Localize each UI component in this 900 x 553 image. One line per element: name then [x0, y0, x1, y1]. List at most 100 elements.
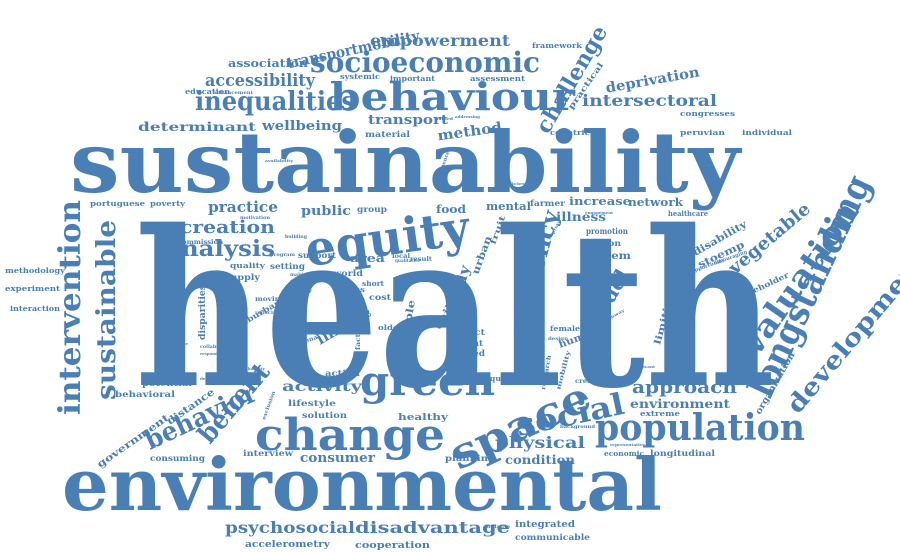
word-important: important [390, 74, 436, 83]
word-mixed: mixed [455, 348, 485, 358]
word-research: qualitative [395, 258, 420, 264]
word-disadvantage: disadvantage [355, 518, 510, 537]
word-moving: moving [255, 296, 286, 303]
word-practical: healthcare [668, 209, 709, 218]
word-quality: quality [230, 261, 266, 270]
word-behavioral: behavioral [115, 389, 175, 399]
word-intersectoral: intersectoral [582, 91, 717, 110]
word-empowerment: empowerment [370, 31, 511, 50]
word-population: population [595, 407, 805, 449]
word-network: network [628, 196, 683, 209]
word-representative: representative [610, 442, 645, 447]
word-planning: planning [445, 453, 495, 463]
word-person: person [586, 238, 621, 248]
word-respondent: respondent [200, 351, 225, 356]
word-inner: inner [455, 304, 471, 309]
word-consequence: consequence [160, 341, 188, 346]
word-system: system [586, 251, 631, 262]
word-fruit: short [362, 279, 385, 288]
word-condition: condition [505, 453, 575, 467]
word-ghent: ghent [455, 338, 483, 348]
word-consumption: consumption [676, 330, 686, 360]
word-economic: economic [604, 449, 644, 458]
word-transport: transport [368, 113, 448, 128]
word-chain: chain [345, 307, 370, 316]
word-garden: garden [290, 278, 319, 285]
word-living: living [288, 320, 318, 330]
word-environment: environment [630, 397, 731, 411]
word-mental: mental [486, 200, 531, 213]
word-world: world [332, 268, 364, 278]
word-creating: creating [575, 378, 608, 385]
word-change: change [255, 410, 445, 461]
word-integrated: integrated [515, 520, 576, 530]
word-local: local [392, 253, 411, 260]
word-individual: individual [742, 128, 792, 137]
word-creation: creation [180, 217, 275, 238]
word-oxford: oxford [435, 116, 453, 121]
word-potential: potential [142, 378, 192, 388]
word-collaborative: collaborative [200, 344, 235, 350]
word-determinant: determinant [138, 120, 257, 134]
word-lifestyle: lifestyle [288, 398, 336, 408]
word-accessibility: accessibility [205, 71, 316, 91]
word-program: program [270, 252, 296, 258]
word-physical: physical [495, 433, 585, 452]
word-communicable: communicable [515, 532, 590, 542]
word-result: result [410, 256, 432, 263]
word-food: food [436, 203, 466, 216]
word-poverty: poverty [150, 199, 186, 208]
word-wellbeing: wellbeing [261, 119, 342, 134]
word-intervention: intervention [53, 200, 88, 415]
word-inequalities: inequalities [195, 87, 355, 117]
word-illness: illness [556, 210, 606, 224]
word-peruvian: peruvian [680, 128, 725, 137]
word-behaviour: behaviour [330, 74, 576, 119]
word-health: health [135, 183, 775, 436]
word-extreme: extreme [640, 409, 681, 418]
word-effect: effect [455, 327, 485, 337]
word-group: group [357, 204, 387, 214]
word-status: status [335, 285, 365, 294]
word-socioeconomic: socioeconomic [310, 46, 540, 79]
word-setting: setting [270, 261, 305, 271]
word-increase: increase [569, 195, 631, 208]
word-location: location [588, 281, 610, 286]
word-female: female [550, 324, 581, 333]
word-area: area [350, 252, 385, 265]
word-disparities: disparities [198, 285, 208, 340]
word-systemic: systemic [340, 72, 380, 81]
word-reducing: reducing [255, 310, 280, 316]
word-longitudinal: longitudinal [650, 448, 715, 458]
word-income: income [514, 290, 525, 335]
word-accelerometry: accelerometry [245, 540, 331, 550]
word-supply: supply [225, 272, 260, 282]
word-approach: approach [632, 377, 737, 398]
word-enhancement: enhancement [213, 90, 254, 96]
word-psychosocial: psychosocial [225, 518, 355, 537]
word-action: action [325, 368, 360, 378]
word-portuguese: portuguese [90, 199, 146, 208]
word-green: green [360, 358, 495, 405]
word-experiment: experiment [5, 284, 61, 293]
word-activity: activity [282, 379, 363, 395]
word-motivation: motivation [240, 215, 270, 221]
word-making: making [290, 272, 310, 278]
word-farmer: farmer [530, 198, 566, 208]
word-healthy: healthy [398, 413, 449, 423]
word-older: older [378, 323, 403, 332]
word-congresses: congresses [680, 109, 735, 118]
word-interview: interview [243, 448, 294, 458]
word-background: background [560, 424, 596, 430]
word-material: material [365, 129, 410, 139]
word-consuming: consuming [150, 453, 205, 463]
word-countrie: countrie [550, 128, 591, 137]
word-association: association [228, 57, 308, 70]
word-equality: equality [485, 374, 521, 383]
word-support: support [298, 250, 336, 260]
word-consumer: consumer [300, 451, 375, 466]
word-sustainability: sustainability [70, 113, 742, 212]
word-public: public [301, 204, 351, 219]
